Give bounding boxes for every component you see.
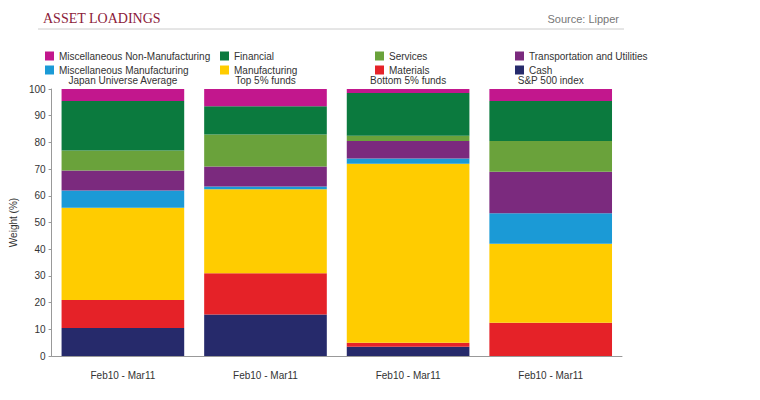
svg-text:Miscellaneous Manufacturing: Miscellaneous Manufacturing: [59, 65, 189, 76]
svg-text:40: 40: [34, 244, 46, 255]
svg-text:Source: Lipper: Source: Lipper: [547, 13, 619, 25]
svg-text:30: 30: [34, 270, 46, 281]
svg-text:Materials: Materials: [389, 65, 430, 76]
svg-text:90: 90: [34, 110, 46, 121]
svg-text:Top 5% funds: Top 5% funds: [235, 75, 296, 86]
svg-text:Bottom 5% funds: Bottom 5% funds: [370, 75, 446, 86]
svg-text:Feb10 - Mar11: Feb10 - Mar11: [518, 370, 583, 381]
svg-text:100: 100: [29, 84, 46, 95]
svg-text:Japan Universe Average: Japan Universe Average: [68, 75, 177, 86]
svg-text:S&P 500 index: S&P 500 index: [518, 75, 584, 86]
svg-text:10: 10: [34, 324, 46, 335]
svg-text:Transportation and Utilities: Transportation and Utilities: [529, 51, 648, 62]
svg-text:60: 60: [34, 190, 46, 201]
svg-text:Miscellaneous Non-Manufacturin: Miscellaneous Non-Manufacturing: [59, 51, 210, 62]
svg-text:70: 70: [34, 164, 46, 175]
svg-text:Feb10 - Mar11: Feb10 - Mar11: [90, 370, 155, 381]
svg-text:Services: Services: [389, 51, 427, 62]
svg-text:Manufacturing: Manufacturing: [234, 65, 297, 76]
svg-text:ASSET LOADINGS: ASSET LOADINGS: [43, 11, 161, 26]
svg-text:80: 80: [34, 137, 46, 148]
svg-text:0: 0: [40, 351, 46, 362]
svg-text:Feb10 - Mar11: Feb10 - Mar11: [376, 370, 441, 381]
svg-text:Weight (%): Weight (%): [8, 198, 19, 247]
svg-text:Feb10 - Mar11: Feb10 - Mar11: [233, 370, 298, 381]
svg-text:50: 50: [34, 217, 46, 228]
svg-text:20: 20: [34, 297, 46, 308]
svg-text:Cash: Cash: [529, 65, 552, 76]
svg-text:Financial: Financial: [234, 51, 274, 62]
